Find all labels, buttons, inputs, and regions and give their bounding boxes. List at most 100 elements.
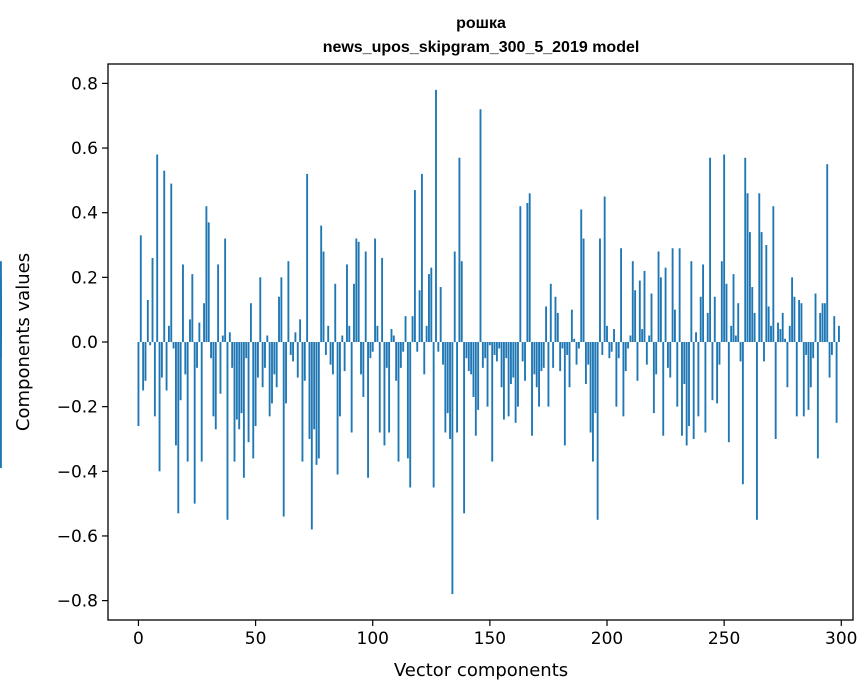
bar-104: [381, 257, 384, 342]
bar-190: [582, 238, 585, 342]
bar-undefined: [0, 290, 2, 342]
y-tick-label: −0.8: [57, 592, 98, 612]
bar-101: [374, 238, 377, 342]
bar-25: [196, 342, 198, 368]
bar-254: [732, 274, 735, 342]
bar-200: [606, 325, 608, 342]
bar-134: [451, 342, 454, 595]
y-axis-label: Components values: [13, 253, 34, 431]
bar-249: [720, 261, 723, 342]
bar-151: [491, 342, 494, 462]
bar-269: [767, 306, 770, 342]
bar-189: [580, 209, 583, 342]
bar-127: [435, 89, 437, 342]
bar-49: [252, 342, 255, 459]
bar-299: [838, 325, 840, 342]
bar-216: [643, 270, 646, 342]
bar-257: [739, 342, 742, 362]
bar-266: [760, 232, 763, 342]
bar-163: [519, 206, 522, 342]
bar-270: [770, 325, 772, 342]
bar-27: [200, 342, 203, 462]
bar-238: [695, 332, 697, 342]
bar-158: [507, 342, 510, 417]
bar-138: [460, 261, 463, 342]
y-tick-label: 0.4: [71, 204, 98, 224]
bar-214: [638, 280, 641, 342]
bar-161: [514, 342, 517, 423]
bar-166: [526, 203, 529, 342]
bar-298: [835, 342, 838, 423]
bar-28: [203, 303, 205, 342]
bar-156: [502, 342, 505, 420]
bar-1: [139, 235, 142, 342]
bar-8: [156, 154, 159, 342]
bar-56: [268, 342, 271, 417]
bar-294: [826, 164, 829, 342]
chart-subtitle: news_upos_skipgram_300_5_2019 model: [323, 39, 640, 56]
bar-223: [659, 277, 662, 342]
bar-78: [320, 225, 323, 342]
bar-26: [198, 322, 201, 342]
bar-114: [404, 316, 407, 342]
bar-121: [420, 173, 423, 342]
bar-183: [566, 342, 569, 355]
bar-225: [664, 267, 667, 342]
bar-141: [467, 342, 470, 372]
bar-107: [388, 342, 391, 433]
bar-111: [397, 342, 400, 462]
bar-202: [610, 342, 613, 352]
y-axis-ticks: −0.8 −0.6 −0.4 −0.2 0.0 0.2 0.4 0.6 0.8: [57, 74, 108, 612]
bar-198: [601, 342, 604, 355]
bar-262: [751, 287, 754, 342]
bar-108: [390, 329, 393, 342]
bar-259: [744, 157, 747, 342]
bar-258: [741, 342, 744, 485]
bar-123: [425, 325, 428, 342]
bar-98: [367, 342, 369, 478]
bar-124: [428, 274, 430, 342]
y-tick-label: −0.4: [57, 462, 98, 482]
bar-50: [254, 342, 257, 427]
bar-35: [219, 342, 222, 394]
bar-24: [193, 342, 196, 504]
bar-180: [559, 342, 562, 372]
bar-136: [456, 342, 459, 433]
bar-182: [563, 342, 566, 446]
bar-11: [163, 170, 166, 342]
bar-203: [613, 329, 615, 342]
bar-149: [486, 342, 489, 407]
bar-109: [392, 335, 395, 342]
bar-72: [306, 173, 309, 342]
bar-41: [233, 342, 236, 462]
bar-71: [303, 342, 306, 381]
bar-188: [577, 342, 580, 349]
bar-192: [587, 342, 590, 365]
bar-74: [310, 342, 313, 530]
bar-68: [296, 342, 299, 378]
bar-13: [167, 325, 170, 342]
bar-17: [177, 342, 180, 514]
bar-231: [678, 248, 681, 342]
bar-297: [833, 316, 836, 342]
bar-87: [341, 335, 344, 342]
bar-125: [430, 267, 433, 342]
bar-2: [142, 342, 145, 391]
bar-44: [240, 342, 243, 414]
bar-10: [160, 342, 163, 378]
bar-62: [282, 342, 285, 517]
bar-40: [231, 342, 234, 368]
bar-84: [334, 283, 337, 342]
bar-173: [542, 342, 545, 368]
y-tick-label: 0.2: [71, 268, 98, 288]
bar-222: [657, 251, 660, 342]
bar-232: [681, 342, 683, 436]
bar-80: [324, 342, 327, 355]
bar-32: [212, 342, 215, 417]
x-axis-label: Vector components: [394, 660, 568, 681]
bar-83: [331, 342, 334, 375]
bar-39: [228, 332, 231, 342]
bar-210: [629, 335, 632, 342]
bar-271: [772, 206, 775, 342]
bar-247: [716, 342, 719, 404]
